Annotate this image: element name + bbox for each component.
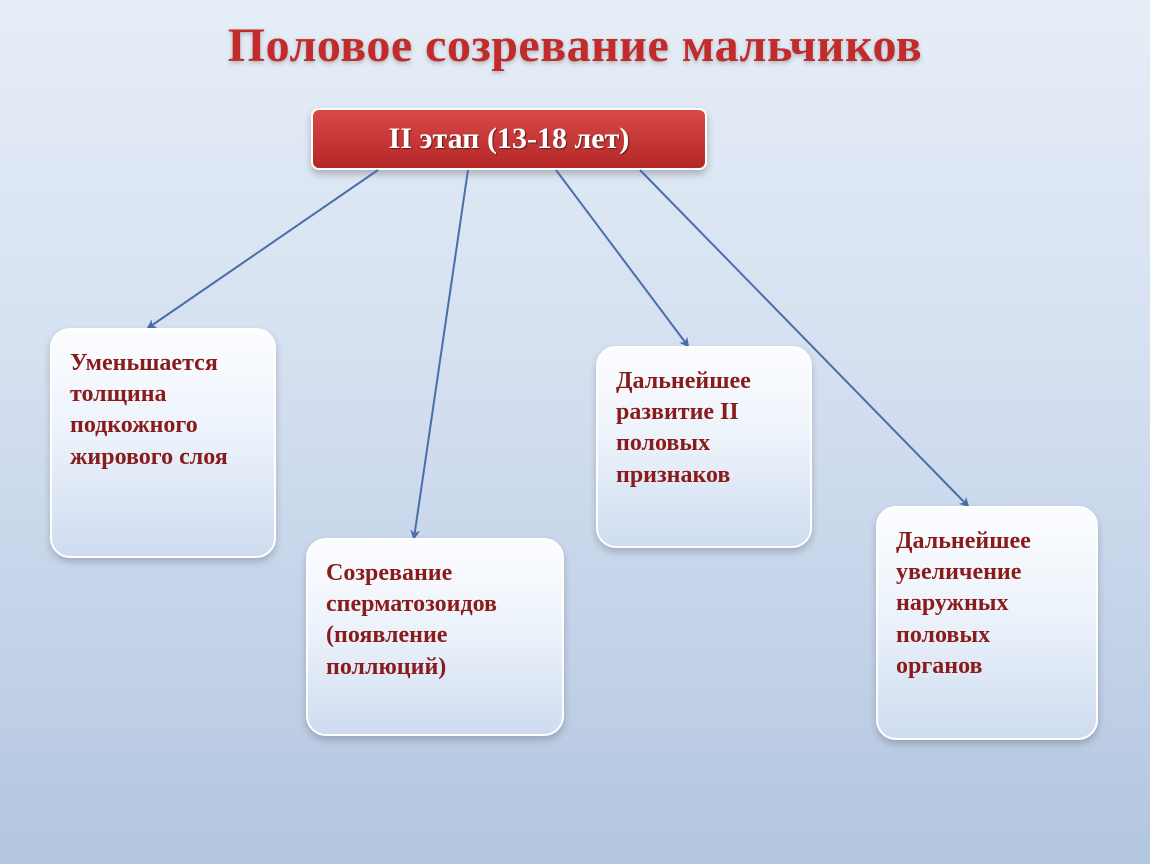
leaf-secondary-label: Дальнейшее развитие II половых признаков: [616, 368, 751, 488]
edge-leaf-sperm: [414, 170, 468, 538]
leaf-organs-label: Дальнейшее увеличение наружных половых о…: [896, 528, 1031, 679]
leaf-sperm: Созревание сперматозоидов (появление пол…: [306, 538, 564, 736]
edge-leaf-fat: [148, 170, 378, 328]
page-title: Половое созревание мальчиков: [0, 0, 1150, 73]
leaf-fat-label: Уменьшается толщина подкожного жирового …: [70, 350, 228, 470]
stage-label: II этап (13-18 лет): [389, 122, 630, 156]
leaf-fat: Уменьшается толщина подкожного жирового …: [50, 328, 276, 558]
leaf-secondary: Дальнейшее развитие II половых признаков: [596, 346, 812, 548]
leaf-organs: Дальнейшее увеличение наружных половых о…: [876, 506, 1098, 740]
stage-box: II этап (13-18 лет): [311, 108, 707, 170]
leaf-sperm-label: Созревание сперматозоидов (появление пол…: [326, 560, 497, 680]
edge-leaf-secondary: [556, 170, 688, 346]
